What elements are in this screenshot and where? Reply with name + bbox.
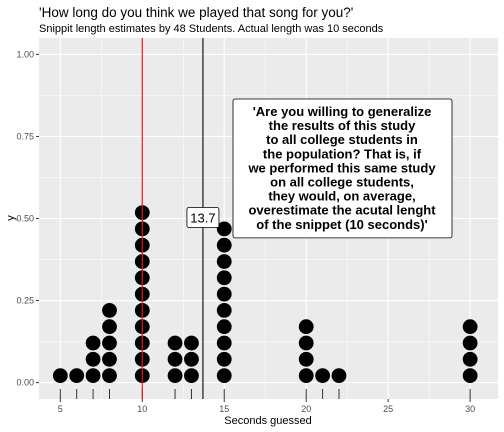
data-dot bbox=[331, 368, 347, 383]
data-dot bbox=[315, 368, 330, 383]
data-dot bbox=[102, 351, 117, 367]
y-tick-label: 1.00 bbox=[16, 49, 34, 59]
data-dot bbox=[69, 368, 85, 383]
data-dot bbox=[102, 368, 117, 383]
annotation-line: 'Are you willing to generalize bbox=[253, 104, 432, 119]
y-axis-ticks: 0.00 0.25 0.50 0.75 1.00 bbox=[16, 49, 39, 388]
annotation-line: they would, on average, bbox=[268, 189, 415, 204]
x-tick-label: 30 bbox=[465, 404, 475, 414]
data-dot bbox=[216, 302, 232, 318]
x-tick-label: 15 bbox=[219, 404, 229, 414]
data-dot bbox=[298, 368, 314, 383]
data-dot bbox=[216, 368, 232, 383]
data-dot bbox=[216, 286, 232, 302]
mean-label: 13.7 bbox=[190, 211, 215, 226]
y-tick-label: 0.25 bbox=[16, 296, 34, 306]
x-tick-label: 10 bbox=[137, 404, 147, 414]
data-dot bbox=[298, 351, 314, 367]
data-dot bbox=[216, 254, 232, 269]
data-dot bbox=[102, 319, 117, 335]
data-dot bbox=[184, 368, 199, 383]
x-tick-label: 25 bbox=[383, 404, 393, 414]
rug-marks bbox=[59, 389, 471, 399]
data-dot bbox=[216, 237, 232, 253]
mean-label-box bbox=[186, 207, 220, 228]
data-dot bbox=[462, 368, 478, 383]
data-dot bbox=[298, 335, 314, 351]
annotation-line: the results of this study bbox=[269, 118, 416, 133]
annotation-line: to all college students in bbox=[266, 132, 418, 147]
data-dot bbox=[462, 335, 478, 351]
y-tick-label: 0.00 bbox=[16, 378, 34, 388]
x-axis-ticks: 5 10 15 20 25 30 bbox=[58, 399, 475, 414]
annotation-line: of the snippet (10 seconds)' bbox=[256, 217, 427, 232]
annotation-frame bbox=[232, 98, 453, 239]
x-tick-label: 20 bbox=[301, 404, 311, 414]
x-axis-title: Seconds guessed bbox=[224, 415, 311, 427]
data-dot bbox=[85, 351, 101, 367]
data-dot bbox=[102, 335, 117, 351]
data-dot bbox=[167, 368, 183, 383]
annotation-line: on all college students, bbox=[270, 175, 414, 190]
data-dot bbox=[167, 335, 183, 351]
data-dot bbox=[216, 221, 232, 237]
y-tick-label: 0.75 bbox=[16, 131, 34, 141]
chart-subtitle: Snippit length estimates by 48 Students.… bbox=[39, 23, 384, 35]
data-dot bbox=[52, 368, 68, 383]
data-dot bbox=[184, 335, 199, 351]
data-dot bbox=[462, 351, 478, 367]
annotation-line: the population? That is, if bbox=[263, 146, 422, 161]
data-dot bbox=[184, 351, 199, 367]
data-dot bbox=[85, 368, 101, 383]
x-tick-label: 5 bbox=[58, 404, 63, 414]
data-dot bbox=[102, 302, 117, 318]
chart-title: 'How long do you think we played that so… bbox=[39, 5, 353, 20]
data-dot bbox=[216, 335, 232, 351]
annotation-line: we performed this same study bbox=[247, 160, 436, 175]
y-tick-label: 0.50 bbox=[16, 214, 34, 224]
data-dot bbox=[85, 335, 101, 351]
data-dot bbox=[462, 319, 478, 335]
y-axis-title: y bbox=[5, 215, 17, 221]
data-dot bbox=[167, 351, 183, 367]
data-dot bbox=[216, 351, 232, 367]
data-dot bbox=[216, 319, 232, 335]
data-dot bbox=[298, 319, 314, 335]
data-dot bbox=[216, 270, 232, 286]
annotation-line: overestimate the acutal lenght bbox=[248, 203, 436, 218]
